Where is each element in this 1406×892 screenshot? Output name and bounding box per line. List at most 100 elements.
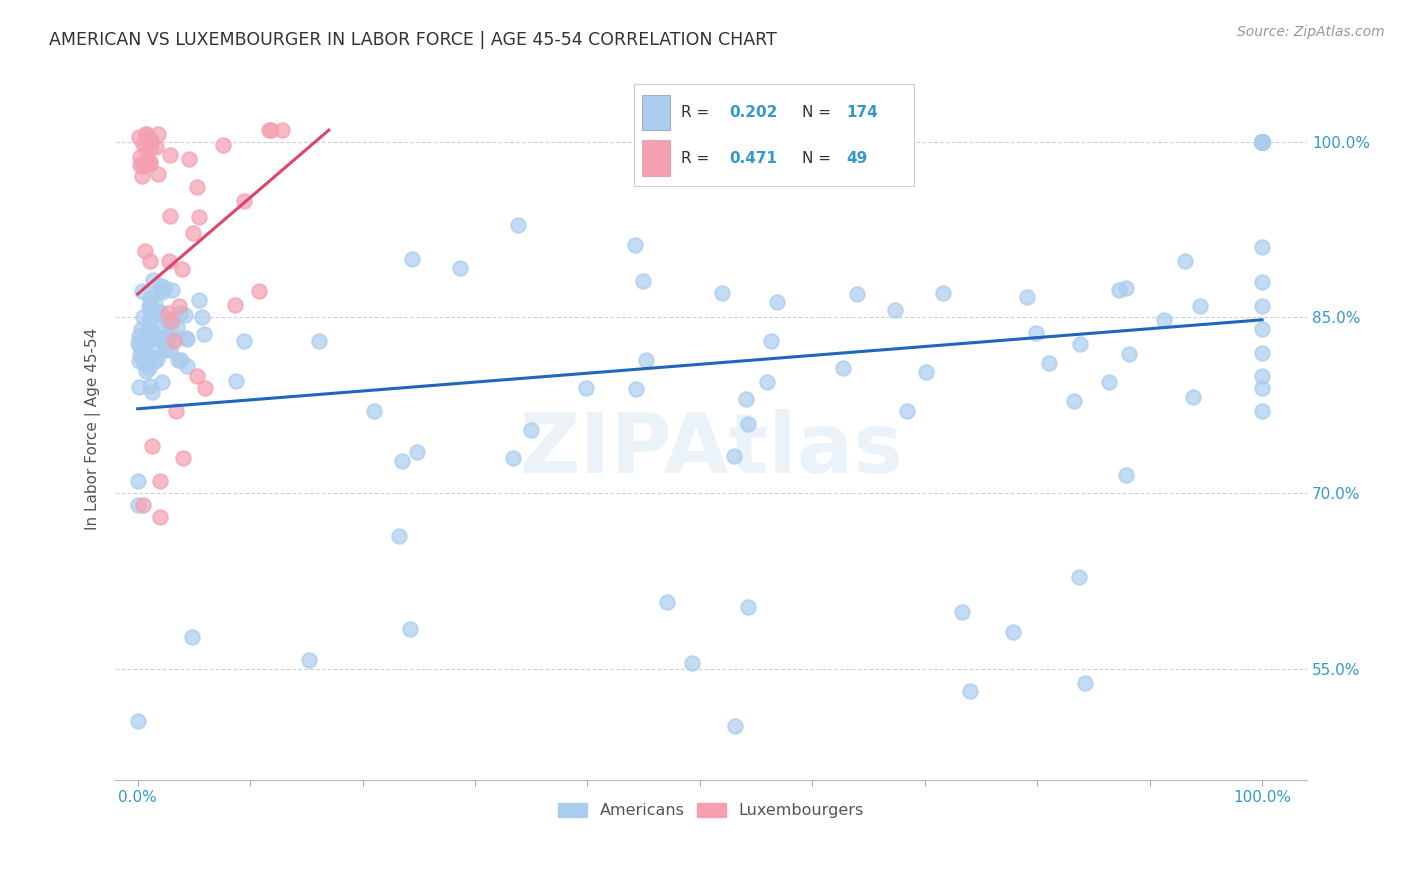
Point — [896, 404, 918, 418]
Point — [176, 359, 198, 373]
Point — [399, 622, 422, 636]
Point — [682, 656, 704, 670]
Point — [1251, 404, 1274, 418]
Point — [139, 308, 162, 322]
Point — [166, 319, 188, 334]
Point — [186, 369, 208, 384]
Point — [247, 284, 270, 298]
Point — [1251, 135, 1274, 149]
Point — [135, 141, 157, 155]
Point — [139, 254, 162, 268]
Point — [129, 150, 152, 164]
Point — [1073, 675, 1095, 690]
Point — [156, 331, 179, 345]
Point — [157, 253, 180, 268]
Point — [1251, 135, 1274, 149]
Point — [131, 332, 153, 346]
Point — [308, 334, 330, 348]
Point — [260, 123, 283, 137]
Point — [1251, 135, 1274, 149]
Point — [1251, 240, 1274, 254]
Point — [135, 364, 157, 378]
Point — [169, 306, 191, 320]
Point — [193, 327, 215, 342]
Point — [139, 292, 162, 306]
Point — [257, 123, 280, 137]
Point — [1251, 135, 1274, 149]
Point — [170, 352, 193, 367]
Point — [159, 314, 181, 328]
Point — [170, 261, 193, 276]
Point — [1251, 135, 1274, 149]
Point — [724, 719, 747, 733]
Point — [191, 310, 214, 325]
Point — [145, 140, 167, 154]
Point — [759, 334, 782, 349]
Point — [1251, 135, 1274, 149]
Point — [1251, 135, 1274, 149]
Point — [148, 127, 170, 141]
Point — [155, 314, 177, 328]
Point — [160, 284, 183, 298]
Point — [138, 355, 160, 369]
Point — [225, 374, 247, 388]
Point — [1251, 135, 1274, 149]
Point — [152, 331, 174, 345]
Point — [1251, 381, 1274, 395]
Point — [139, 157, 162, 171]
Point — [127, 475, 149, 489]
Point — [1038, 356, 1060, 370]
Point — [657, 595, 679, 609]
Point — [723, 449, 745, 463]
Point — [502, 450, 524, 465]
Point — [146, 285, 169, 299]
Point — [363, 404, 385, 418]
Point — [135, 155, 157, 169]
Point — [232, 194, 254, 208]
Point — [153, 338, 176, 352]
Point — [520, 423, 543, 437]
Point — [138, 300, 160, 314]
Point — [1251, 135, 1274, 149]
Point — [1251, 135, 1274, 149]
Point — [845, 287, 868, 301]
Point — [155, 310, 177, 325]
Point — [1069, 570, 1091, 584]
Point — [1251, 135, 1274, 149]
Point — [187, 293, 209, 307]
Point — [149, 321, 172, 335]
Point — [128, 329, 150, 343]
Point — [1251, 135, 1274, 149]
Point — [165, 331, 187, 345]
Point — [1251, 276, 1274, 290]
Point — [129, 322, 152, 336]
Point — [1251, 135, 1274, 149]
Point — [737, 417, 759, 431]
Point — [174, 330, 197, 344]
Point — [1251, 135, 1274, 149]
Point — [1251, 135, 1274, 149]
Point — [153, 281, 176, 295]
Point — [1182, 390, 1205, 404]
Point — [1251, 135, 1274, 149]
Point — [631, 274, 654, 288]
Point — [141, 384, 163, 399]
Point — [298, 652, 321, 666]
Point — [141, 134, 163, 148]
Point — [148, 167, 170, 181]
Point — [135, 128, 157, 142]
Point — [735, 392, 758, 407]
Point — [449, 260, 471, 275]
Point — [1098, 375, 1121, 389]
Point — [1251, 135, 1274, 149]
Point — [224, 298, 246, 312]
Point — [141, 332, 163, 346]
Point — [135, 334, 157, 349]
Point — [162, 313, 184, 327]
Point — [1115, 281, 1137, 295]
Point — [167, 352, 190, 367]
Text: Source: ZipAtlas.com: Source: ZipAtlas.com — [1237, 25, 1385, 39]
Point — [128, 340, 150, 354]
Point — [832, 361, 855, 376]
Point — [884, 303, 907, 318]
